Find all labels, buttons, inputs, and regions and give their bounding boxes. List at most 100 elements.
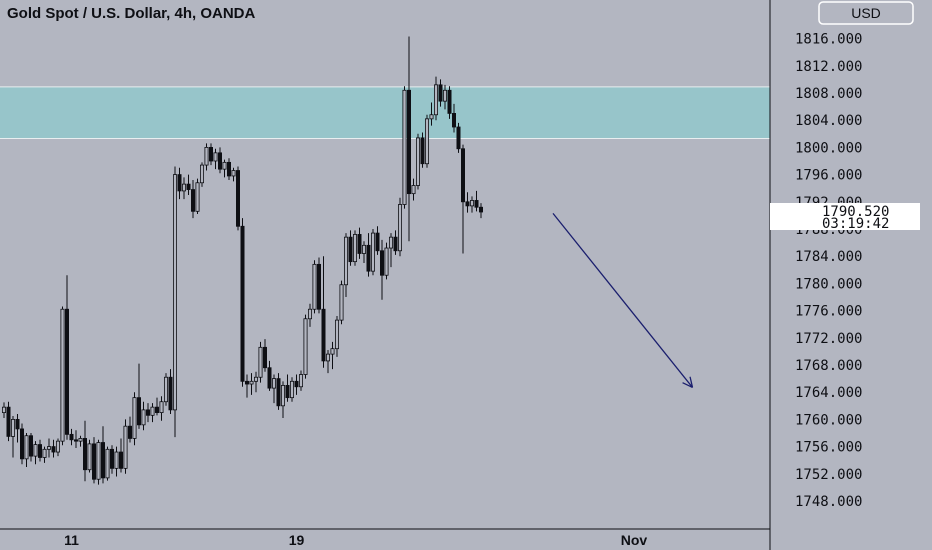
arrow-head: [682, 382, 693, 389]
candle-body-down: [379, 250, 384, 276]
projection-arrow[interactable]: [552, 212, 694, 389]
candle: [204, 143, 209, 171]
candle-body-down: [438, 84, 443, 102]
candle: [190, 180, 195, 219]
candle: [393, 230, 398, 255]
candle-body-down: [217, 152, 222, 170]
price-tick-label: 1804.000: [795, 113, 862, 129]
price-tick-label: 1808.000: [795, 86, 862, 102]
candle: [213, 148, 218, 170]
candle-body-down: [375, 232, 380, 252]
candle: [159, 396, 164, 421]
candle: [415, 133, 420, 190]
candle-body-down: [316, 263, 321, 310]
price-tick-label: 1764.000: [795, 385, 862, 401]
price-tick-label: 1760.000: [795, 412, 862, 428]
candle-body-up: [24, 435, 29, 460]
candle-body-down: [348, 236, 353, 263]
candle: [136, 363, 141, 429]
candle-body-down: [276, 378, 281, 407]
candle-body-down: [420, 137, 425, 165]
candle-body-up: [397, 204, 402, 252]
candle: [402, 86, 407, 209]
currency-label[interactable]: USD: [851, 5, 881, 21]
candle: [384, 242, 389, 280]
candle-body-down: [366, 244, 371, 272]
bar-countdown: 03:19:42: [822, 216, 889, 232]
candle: [172, 166, 177, 438]
candle: [456, 122, 461, 153]
candle-body-up: [298, 374, 303, 388]
candle: [114, 446, 119, 477]
candle: [420, 132, 425, 168]
candle: [222, 159, 227, 178]
currency-button-frame[interactable]: [818, 1, 914, 25]
arrow-head: [689, 376, 694, 388]
candle: [294, 374, 299, 395]
candle-body-down: [357, 234, 362, 254]
candle-body-up: [303, 318, 308, 375]
candle: [388, 233, 393, 268]
candle-body-down: [393, 236, 398, 252]
candle-body-down: [101, 442, 106, 479]
candle-body-up: [204, 146, 209, 166]
candle-body-up: [334, 319, 339, 350]
currency-button[interactable]: USD: [818, 1, 914, 25]
candle: [141, 401, 146, 431]
candle: [119, 438, 124, 473]
candle-body-down: [83, 438, 88, 471]
candle: [285, 374, 290, 402]
candle: [447, 86, 452, 119]
candle-body-up: [307, 308, 312, 320]
candle: [24, 433, 29, 467]
candle: [298, 370, 303, 391]
resistance-zone[interactable]: [0, 86, 770, 139]
candle-body-up: [370, 232, 375, 272]
candle-body-down: [406, 89, 411, 195]
price-label-background: [770, 203, 920, 230]
candle: [465, 192, 470, 213]
candle-body-up: [231, 170, 236, 177]
candle-body-up: [343, 236, 348, 286]
candle-body-up: [181, 183, 186, 192]
candle-body-down: [190, 189, 195, 212]
candle: [217, 147, 222, 174]
candle: [433, 76, 438, 121]
candle-body-down: [235, 170, 240, 227]
time-tick-label: 11: [64, 532, 79, 548]
price-tick-label: 1752.000: [795, 467, 862, 483]
candle: [96, 439, 101, 485]
candle-body-up: [253, 376, 258, 382]
candle: [321, 256, 326, 368]
candle-body-down: [119, 451, 124, 469]
candle: [370, 229, 375, 276]
candle-body-down: [456, 126, 461, 150]
candle-body-down: [451, 113, 456, 128]
candle: [280, 381, 285, 419]
price-tick-label: 1756.000: [795, 440, 862, 456]
candle: [474, 190, 479, 212]
time-axis[interactable]: 11 19 Nov: [64, 532, 647, 548]
candle: [38, 439, 43, 462]
candle: [307, 303, 312, 327]
candle: [69, 428, 74, 446]
candle-body-down: [15, 418, 20, 430]
candle: [83, 420, 88, 482]
candle-body-down: [240, 225, 245, 382]
candle-body-up: [388, 236, 393, 249]
candle-body-down: [285, 384, 290, 399]
candle-body-up: [56, 440, 61, 453]
candle-body-up: [249, 380, 254, 385]
current-price-label: 1790.520 03:19:42: [770, 203, 920, 232]
candle: [150, 403, 155, 423]
candle: [429, 102, 434, 126]
candle: [226, 158, 231, 181]
candle: [240, 218, 245, 387]
candle-body-up: [123, 425, 128, 469]
candle: [334, 316, 339, 357]
candle: [186, 174, 191, 195]
candle: [469, 196, 474, 213]
candle: [438, 79, 443, 107]
